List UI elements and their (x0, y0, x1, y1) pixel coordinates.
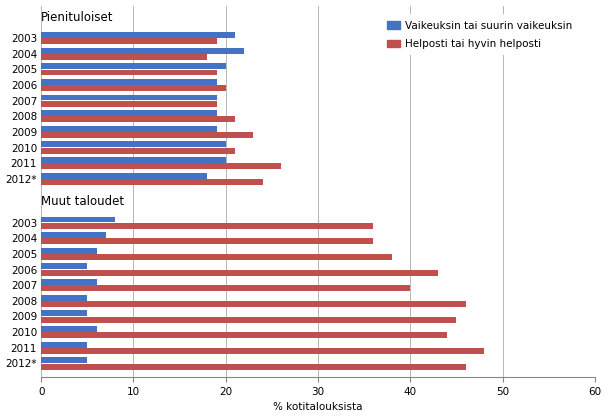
Bar (41, 332, 447, 338)
Bar (41, 254, 392, 260)
Bar (41, 132, 254, 138)
Bar (41, 94, 217, 100)
Bar (41, 79, 217, 85)
Bar (41, 295, 87, 301)
Bar (41, 148, 235, 154)
Bar (41, 285, 410, 291)
Bar (41, 311, 87, 316)
Bar (41, 110, 217, 116)
Text: Muut taloudet: Muut taloudet (41, 195, 124, 208)
Bar (41, 101, 217, 107)
Bar (41, 223, 373, 229)
Bar (41, 342, 87, 348)
Bar (41, 232, 106, 238)
Bar (41, 63, 226, 69)
Bar (41, 279, 97, 285)
Text: Pienituloiset: Pienituloiset (41, 10, 114, 23)
Bar (41, 248, 97, 254)
Bar (41, 238, 373, 245)
Bar (41, 163, 281, 169)
Bar (41, 85, 226, 91)
X-axis label: % kotitalouksista: % kotitalouksista (273, 403, 363, 413)
Bar (41, 173, 208, 178)
Bar (41, 141, 226, 148)
Bar (41, 348, 484, 354)
Bar (41, 179, 263, 185)
Bar (41, 69, 217, 76)
Bar (41, 301, 466, 307)
Bar (41, 126, 217, 132)
Bar (41, 38, 217, 44)
Bar (41, 157, 226, 163)
Legend: Vaikeuksin tai suurin vaikeuksin, Helposti tai hyvin helposti: Vaikeuksin tai suurin vaikeuksin, Helpos… (381, 15, 578, 55)
Bar (41, 54, 208, 60)
Bar (41, 357, 87, 363)
Bar (41, 48, 244, 54)
Bar (41, 263, 87, 270)
Bar (41, 364, 466, 370)
Bar (41, 317, 456, 323)
Bar (41, 326, 97, 332)
Bar (41, 270, 438, 275)
Bar (41, 217, 115, 222)
Bar (41, 117, 235, 122)
Bar (41, 32, 235, 38)
